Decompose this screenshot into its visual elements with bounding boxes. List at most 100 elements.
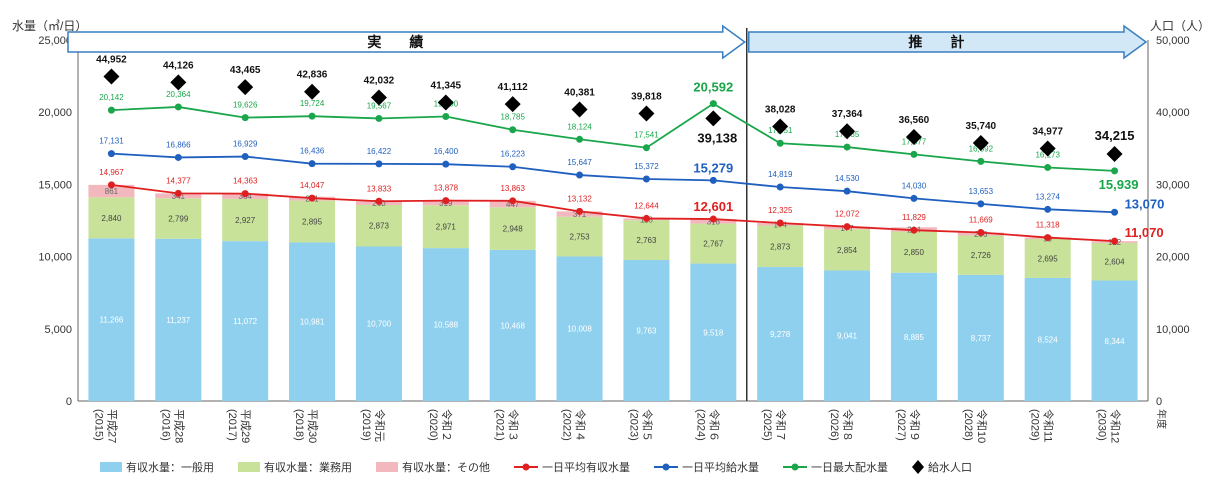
x-tick-label: 令和８(2026): [828, 409, 855, 442]
population-marker: [705, 110, 722, 127]
series-point: [843, 143, 851, 151]
bar-segment-label: 10,588: [434, 321, 459, 330]
series-point: [776, 139, 784, 147]
series-point: [1111, 167, 1119, 175]
series-point: [107, 106, 115, 114]
series-data-label: 40,381: [564, 87, 595, 98]
legend-label: 一日平均有収水量: [542, 460, 630, 474]
series-point: [241, 153, 249, 161]
series-point: [776, 219, 784, 227]
series-point: [375, 197, 383, 205]
legend-swatch: [376, 462, 398, 472]
bar-segment-1: [355, 246, 402, 401]
x-tick-label: 令和10(2028): [962, 409, 989, 443]
series-data-label: 15,939: [1099, 177, 1139, 192]
bar-segment-label: 2,927: [235, 216, 256, 225]
right-axis-label: 人口（人）: [1150, 19, 1210, 33]
series-point: [910, 150, 918, 158]
population-marker: [103, 68, 120, 85]
bar-segment-label: 2,850: [904, 248, 925, 257]
series-data-label: 12,072: [835, 210, 860, 219]
series-data-label: 14,530: [835, 174, 860, 183]
series-data-label: 20,142: [99, 93, 124, 102]
series-point: [709, 215, 717, 223]
series-point: [910, 226, 918, 234]
left-tick-label: 25,000: [38, 35, 72, 47]
series-data-label: 37,364: [832, 109, 863, 120]
bar-segment-2: [757, 225, 804, 268]
x-tick-label: 令和12(2030): [1096, 409, 1123, 443]
series-point: [576, 207, 584, 215]
bar-segment-2: [222, 198, 269, 242]
bar-segment-label: 8,885: [904, 333, 925, 342]
left-axis-label: 水量（㎥/日）: [12, 19, 87, 33]
series-point: [1044, 234, 1052, 242]
series-data-label: 13,833: [367, 184, 392, 193]
series-data-label: 39,138: [697, 130, 737, 145]
series-data-label: 16,866: [166, 140, 191, 149]
bar-segment-3: [88, 184, 135, 198]
series-data-label: 14,967: [99, 168, 124, 177]
series-data-label: 16,223: [500, 150, 525, 159]
bar-segment-label: 2,948: [503, 225, 524, 234]
x-unit-label: 年度: [1155, 409, 1168, 429]
bar-segment-label: 8,524: [1038, 335, 1059, 344]
bar-segment-label: 2,873: [369, 222, 390, 231]
series-data-label: 19,567: [367, 101, 392, 110]
bar-segment-label: 8,737: [971, 334, 992, 343]
right-tick-label: 20,000: [1156, 252, 1190, 264]
series-data-label: 20,592: [693, 80, 733, 95]
series-data-label: 12,601: [693, 199, 733, 214]
bar-segment-2: [1024, 238, 1071, 278]
series-data-label: 17,131: [99, 137, 124, 146]
series-point: [174, 153, 182, 161]
bar-segment-2: [422, 205, 469, 249]
series-point: [107, 150, 115, 158]
series-data-label: 19,724: [300, 99, 325, 108]
bar-segment-label: 11,072: [233, 317, 257, 326]
population-marker: [772, 118, 789, 135]
bar-segment-1: [1091, 280, 1138, 401]
series-point: [308, 112, 316, 120]
bar-segment-label: 2,895: [302, 218, 323, 227]
bar-segment-label: 2,873: [770, 242, 791, 251]
population-marker: [237, 79, 254, 96]
series-line-2: [111, 152, 1115, 214]
bar-segment-label: 9,518: [703, 328, 724, 337]
right-tick-label: 40,000: [1156, 107, 1190, 119]
bar-segment-1: [88, 238, 135, 401]
bar-segment-1: [222, 241, 269, 401]
legend-swatch: [100, 462, 122, 472]
x-tick-label: 令和４(2022): [561, 409, 588, 442]
bar-segment-label: 861: [105, 187, 119, 196]
bar-segment-2: [623, 220, 670, 261]
bar-segment-2: [1091, 242, 1138, 281]
series-point: [241, 190, 249, 198]
bar-segment-label: 447: [506, 200, 520, 209]
series-point: [442, 197, 450, 205]
bar-segment-1: [623, 260, 670, 401]
phase-label-estimate: 推 計: [908, 34, 964, 50]
population-marker: [1106, 145, 1123, 162]
series-point: [977, 228, 985, 236]
series-data-label: 11,070: [1125, 225, 1164, 240]
series-data-label: 11,318: [1036, 221, 1060, 230]
series-data-label: 44,126: [163, 60, 194, 71]
x-tick-label: 平成28(2016): [159, 409, 185, 443]
series-point: [642, 144, 650, 152]
series-point: [709, 176, 717, 184]
bar-segment-label: 2,695: [1038, 254, 1059, 263]
series-point: [843, 187, 851, 195]
legend-marker: [522, 463, 530, 471]
legend-marker: [662, 463, 670, 471]
bar-segment-1: [489, 249, 536, 401]
population-marker: [638, 105, 655, 122]
bar-segment-1: [690, 263, 737, 401]
bar-segment-label: 11,237: [166, 316, 190, 325]
legend-label: 給水人口: [928, 460, 972, 474]
bar-segment-label: 10,468: [500, 321, 525, 330]
series-data-label: 34,215: [1095, 128, 1135, 143]
x-tick-label: 令和11(2029): [1029, 409, 1056, 442]
right-tick-label: 0: [1156, 396, 1162, 408]
